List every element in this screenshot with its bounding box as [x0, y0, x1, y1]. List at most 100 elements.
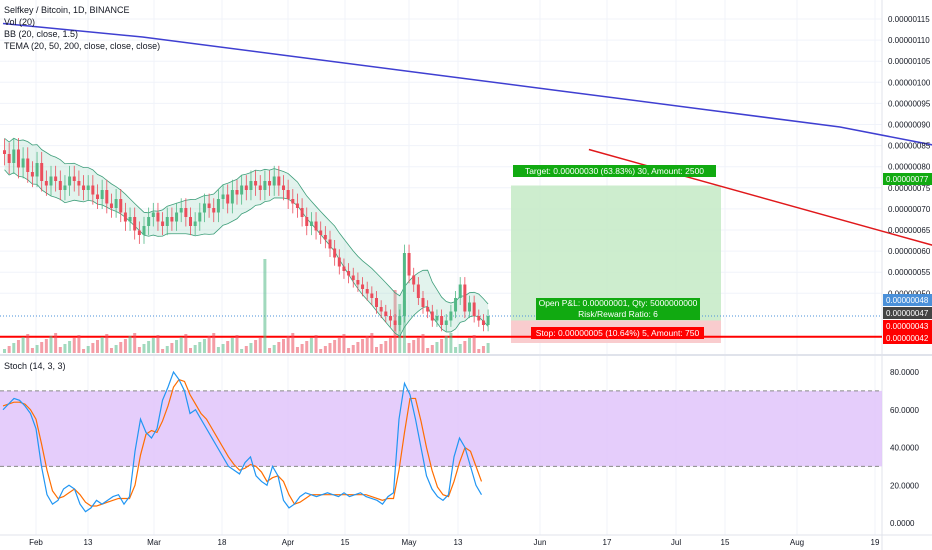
candle-body — [286, 190, 290, 199]
candle-body — [189, 217, 192, 226]
candle-body — [86, 185, 90, 190]
legend-vol[interactable]: Vol (20) — [4, 17, 36, 27]
candle-body — [77, 181, 81, 186]
volume-bar — [305, 341, 309, 353]
volume-bar — [216, 347, 220, 353]
volume-bar — [309, 338, 313, 353]
candle-body — [407, 253, 411, 276]
target-label[interactable]: Target: 0.00000030 (63.83%) 30, Amount: … — [513, 165, 716, 177]
candle-body — [119, 199, 123, 213]
price-tick: 0.00000100 — [888, 78, 931, 87]
volume-bar — [109, 348, 113, 353]
candle-body — [458, 284, 462, 298]
candle-body — [356, 280, 360, 285]
stoch-tick: 80.0000 — [890, 368, 919, 377]
open-pnl-label[interactable]: Open P&L: 0.00000001, Qty: 5000000000 Ri… — [536, 298, 700, 320]
candle-body — [323, 235, 327, 240]
stoch-legend[interactable]: Stoch (14, 3, 3) — [4, 361, 66, 371]
price-tick: 0.00000095 — [888, 99, 931, 108]
price-badge-text: 0.00000048 — [886, 296, 929, 305]
candle-body — [198, 212, 202, 222]
candle-body — [44, 181, 48, 186]
volume-bar — [49, 336, 53, 353]
candles — [3, 138, 490, 332]
candle-body — [481, 320, 485, 325]
price-badge-text: 0.00000042 — [886, 334, 929, 343]
volume-bar — [412, 340, 416, 353]
legend-tema[interactable]: TEMA (20, 50, 200, close, close, close) — [4, 41, 161, 51]
legend-bb[interactable]: BB (20, close, 1.5) — [4, 29, 79, 39]
candle-body — [272, 176, 276, 186]
candle-body — [82, 185, 86, 190]
candle-body — [193, 221, 197, 226]
time-tick: 15 — [721, 538, 730, 547]
candle-body — [421, 298, 425, 307]
price-tick: 0.00000065 — [888, 226, 931, 235]
stop-label[interactable]: Stop: 0.00000005 (10.64%) 5, Amount: 750 — [531, 327, 704, 339]
volume-bar — [82, 349, 86, 353]
time-tick: May — [401, 538, 416, 547]
candle-body — [114, 199, 118, 208]
candle-body — [300, 208, 304, 217]
time-tick: Aug — [790, 538, 804, 547]
price-badge — [883, 307, 932, 319]
time-tick: 18 — [218, 538, 227, 547]
candle-body — [184, 208, 188, 217]
stoch-tick: 0.0000 — [890, 519, 915, 528]
candle-body — [388, 316, 392, 321]
stoch-pane — [0, 370, 882, 513]
candle-body — [416, 284, 420, 298]
candle-body — [398, 316, 402, 325]
volume-bar — [384, 341, 388, 353]
volume-bar — [454, 347, 458, 353]
volume-bar — [272, 345, 276, 353]
volume-bar — [100, 337, 104, 353]
volume-bar — [7, 346, 11, 353]
bb-lower — [4, 169, 489, 337]
time-tick: 13 — [84, 538, 93, 547]
price-tick: 0.00000075 — [888, 184, 931, 193]
candle-body — [486, 316, 490, 325]
volume-bar — [323, 346, 327, 353]
candle-body — [156, 212, 160, 222]
volume-bar — [68, 341, 72, 353]
volume-bar — [333, 340, 337, 353]
volume-bar — [416, 337, 420, 353]
volume-bar — [235, 335, 239, 353]
candle-body — [337, 257, 341, 267]
volume-bar — [268, 348, 272, 353]
candle-body — [244, 185, 248, 190]
volume-bar — [319, 349, 323, 353]
legend: Selfkey / Bitcoin, 1D, BINANCE Vol (20) … — [4, 4, 160, 52]
candle-body — [454, 298, 458, 312]
candle-body — [212, 208, 216, 213]
candle-body — [342, 266, 346, 271]
price-tick: 0.00000070 — [888, 205, 931, 214]
candle-body — [91, 185, 95, 195]
volume-bar — [421, 334, 425, 353]
volume-bar — [40, 342, 44, 353]
price-tick: 0.00000115 — [888, 15, 930, 24]
candle-body — [295, 203, 299, 208]
candle-body — [21, 158, 25, 168]
candle-body — [202, 203, 206, 213]
volume-bar — [96, 340, 99, 353]
legend-symbol[interactable]: Selfkey / Bitcoin, 1D, BINANCE — [4, 5, 130, 15]
candle-body — [49, 176, 53, 186]
candle-body — [230, 190, 234, 204]
candle-body — [235, 190, 239, 195]
candle-body — [179, 208, 183, 213]
candle-body — [309, 221, 313, 226]
volume-bar — [193, 345, 197, 353]
stoch-tick: 40.0000 — [890, 444, 919, 453]
volume-bar — [226, 341, 230, 353]
candle-body — [137, 230, 141, 235]
price-tick: 0.00000105 — [888, 57, 931, 66]
volume-bar — [77, 335, 81, 353]
volume-bar — [189, 348, 192, 353]
candle-body — [207, 203, 211, 208]
volume-bar — [477, 349, 481, 353]
candle-body — [226, 194, 230, 204]
volume-bar — [286, 336, 290, 353]
